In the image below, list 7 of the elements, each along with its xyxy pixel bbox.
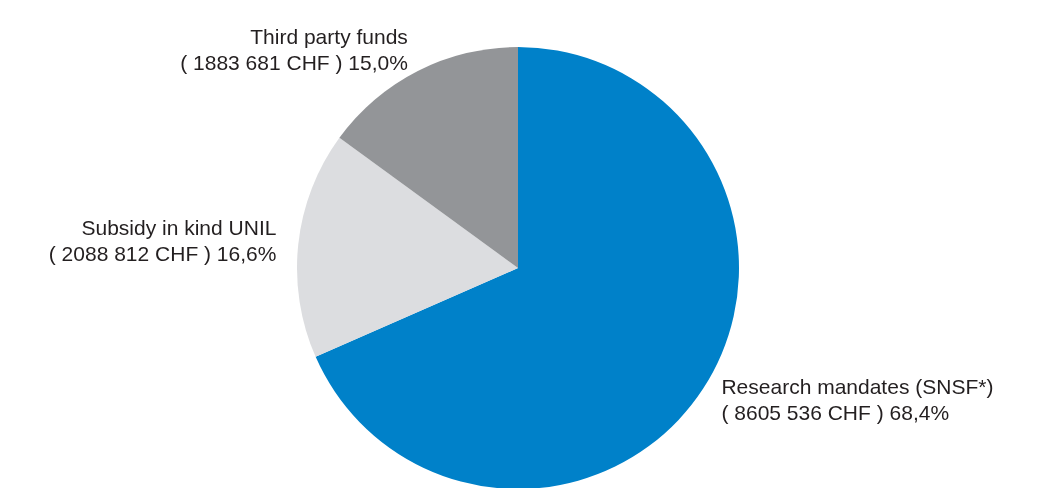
data-label: ( 1883 681 CHF ) 15,0% [180,51,408,75]
pie-slice [297,137,518,357]
data-label: ( 8605 536 CHF ) 68,4% [721,400,950,424]
slice-label: Subsidy in kind UNIL [81,215,277,239]
slice-label: Third party funds [250,25,408,49]
data-label: ( 2088 812 CHF ) 16,6% [48,241,277,265]
slice-label: Research mandates (SNSF*) [721,374,994,398]
